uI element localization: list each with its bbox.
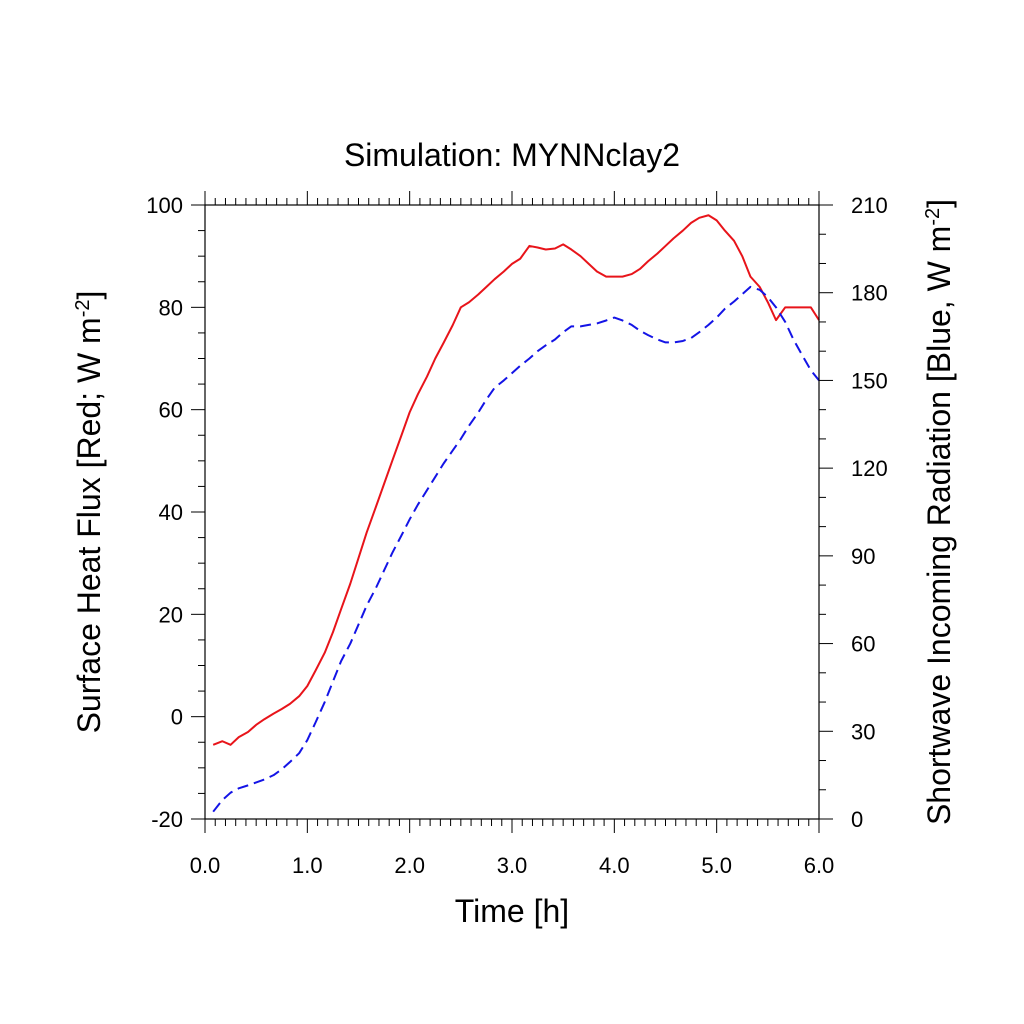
y-left-tick-label: 100 bbox=[146, 193, 183, 218]
y-right-tick-label: 210 bbox=[851, 193, 888, 218]
y-axis-label-right-end: ] bbox=[921, 199, 957, 208]
x-axis-label: Time [h] bbox=[455, 893, 569, 929]
y-left-tick-label: 40 bbox=[159, 500, 183, 525]
y-left-tick-label: 20 bbox=[159, 602, 183, 627]
series-line-red-solid bbox=[212, 214, 820, 746]
y-left-tick-label: 80 bbox=[159, 295, 183, 320]
y-axis-label-left-text: Surface Heat Flux [Red; W m bbox=[71, 317, 107, 733]
x-tick-label: 5.0 bbox=[701, 853, 732, 878]
y-right-tick-label: 150 bbox=[851, 368, 888, 393]
y-axis-label-left: Surface Heat Flux [Red; W m-2] bbox=[71, 291, 107, 734]
tick-labels: 0.0 1.0 2.0 3.0 4.0 5.0 6.0 -20 0 20 40 60 80 100 0 30 6… bbox=[146, 193, 887, 878]
series-lines bbox=[212, 214, 820, 813]
y-left-tick-label: 0 bbox=[171, 705, 183, 730]
series-line-blue-dashed bbox=[212, 285, 820, 813]
x-tick-label: 1.0 bbox=[292, 853, 323, 878]
y-left-tick-label: -20 bbox=[151, 807, 183, 832]
y-right-tick-label: 120 bbox=[851, 456, 888, 481]
y-axis-label-right-sup: -2 bbox=[922, 208, 944, 226]
y-right-tick-label: 0 bbox=[851, 807, 863, 832]
x-tick-label: 4.0 bbox=[599, 853, 630, 878]
y-right-tick-label: 90 bbox=[851, 544, 875, 569]
x-tick-label: 0.0 bbox=[190, 853, 221, 878]
y-right-tick-label: 180 bbox=[851, 281, 888, 306]
axis-ticks bbox=[191, 191, 833, 833]
y-left-tick-label: 60 bbox=[159, 398, 183, 423]
x-tick-label: 3.0 bbox=[497, 853, 528, 878]
chart-title: Simulation: MYNNclay2 bbox=[344, 137, 680, 173]
y-axis-label-right-text: Shortwave Incoming Radiation [Blue, W m bbox=[921, 226, 957, 825]
y-axis-label-left-end: ] bbox=[71, 291, 107, 300]
x-tick-label: 6.0 bbox=[804, 853, 835, 878]
plot-frame bbox=[204, 204, 820, 820]
y-right-tick-label: 30 bbox=[851, 719, 875, 744]
y-axis-label-left-sup: -2 bbox=[72, 299, 94, 317]
x-tick-label: 2.0 bbox=[394, 853, 425, 878]
y-right-tick-label: 60 bbox=[851, 632, 875, 657]
y-axis-label-right: Shortwave Incoming Radiation [Blue, W m-… bbox=[921, 199, 957, 825]
